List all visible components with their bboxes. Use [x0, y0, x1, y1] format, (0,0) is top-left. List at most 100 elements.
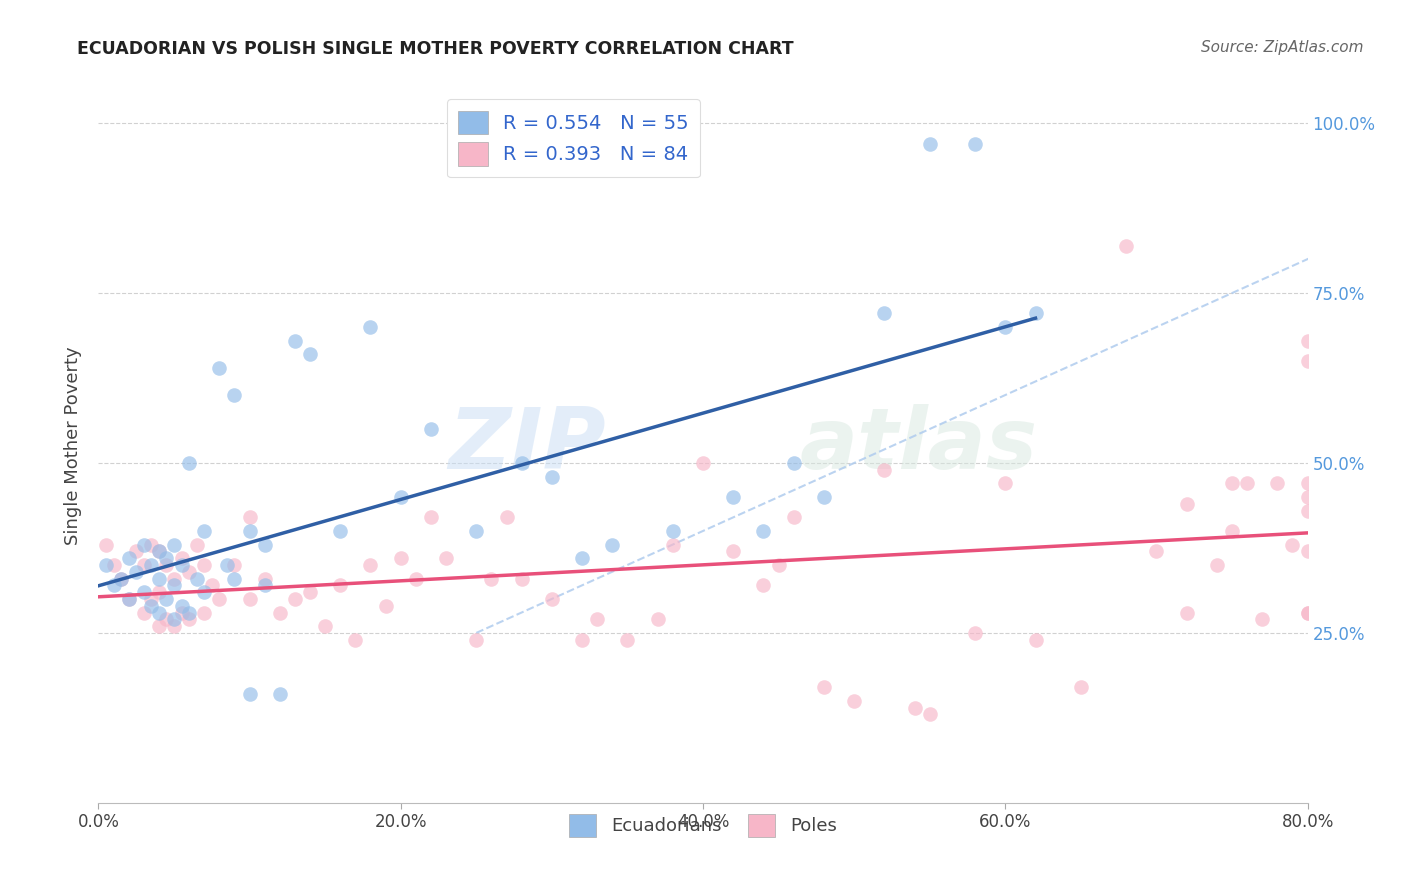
Point [1281, 537, 1303, 551]
Point [148, 572, 170, 586]
Point [110, 572, 132, 586]
Point [783, 456, 806, 470]
Point [110, 572, 132, 586]
Point [844, 694, 866, 708]
Point [155, 612, 177, 626]
Text: ZIP: ZIP [449, 404, 606, 488]
Point [179, 606, 201, 620]
Point [1115, 238, 1137, 252]
Point [1220, 476, 1243, 491]
Point [647, 612, 669, 626]
Point [170, 599, 193, 613]
Point [269, 606, 291, 620]
Point [1144, 544, 1167, 558]
Point [723, 544, 745, 558]
Point [94, 558, 117, 572]
Legend: Ecuadorians, Poles: Ecuadorians, Poles [562, 807, 844, 844]
Point [752, 578, 775, 592]
Point [239, 591, 262, 606]
Point [752, 524, 775, 538]
Point [208, 591, 231, 606]
Point [692, 456, 714, 470]
Point [141, 599, 163, 613]
Point [602, 537, 624, 551]
Point [163, 578, 186, 592]
Point [141, 591, 163, 606]
Point [1296, 606, 1319, 620]
Point [224, 558, 246, 572]
Point [103, 558, 125, 572]
Point [1236, 476, 1258, 491]
Text: ECUADORIAN VS POLISH SINGLE MOTHER POVERTY CORRELATION CHART: ECUADORIAN VS POLISH SINGLE MOTHER POVER… [77, 40, 794, 58]
Point [540, 591, 562, 606]
Point [125, 565, 148, 579]
Point [132, 606, 155, 620]
Point [118, 551, 141, 566]
Point [193, 524, 215, 538]
Point [918, 707, 941, 722]
Point [186, 537, 208, 551]
Point [1296, 354, 1319, 368]
Point [314, 619, 336, 633]
Point [616, 632, 638, 647]
Point [239, 524, 262, 538]
Point [148, 544, 170, 558]
Point [1296, 334, 1319, 348]
Point [141, 558, 163, 572]
Point [179, 565, 201, 579]
Point [481, 572, 503, 586]
Point [1251, 612, 1274, 626]
Point [1296, 490, 1319, 504]
Point [239, 687, 262, 701]
Point [179, 612, 201, 626]
Point [465, 632, 488, 647]
Point [374, 599, 396, 613]
Point [389, 551, 412, 566]
Point [495, 510, 517, 524]
Point [1206, 558, 1229, 572]
Point [163, 619, 186, 633]
Point [1024, 632, 1046, 647]
Point [125, 544, 148, 558]
Point [155, 591, 177, 606]
Point [224, 388, 246, 402]
Point [155, 551, 177, 566]
Text: atlas: atlas [800, 404, 1038, 488]
Point [918, 136, 941, 151]
Point [661, 524, 683, 538]
Point [284, 334, 307, 348]
Point [253, 578, 276, 592]
Point [1296, 544, 1319, 558]
Point [118, 591, 141, 606]
Point [1070, 680, 1092, 694]
Point [193, 585, 215, 599]
Point [873, 463, 896, 477]
Point [965, 136, 987, 151]
Point [299, 347, 322, 361]
Point [170, 551, 193, 566]
Point [571, 551, 593, 566]
Point [904, 700, 927, 714]
Point [329, 578, 352, 592]
Point [420, 510, 443, 524]
Point [299, 585, 322, 599]
Point [994, 476, 1017, 491]
Point [224, 572, 246, 586]
Point [510, 456, 533, 470]
Point [994, 320, 1017, 334]
Point [783, 510, 806, 524]
Point [329, 524, 352, 538]
Point [540, 469, 562, 483]
Point [103, 578, 125, 592]
Point [132, 537, 155, 551]
Point [253, 572, 276, 586]
Point [186, 572, 208, 586]
Point [253, 537, 276, 551]
Point [360, 558, 382, 572]
Point [179, 456, 201, 470]
Point [434, 551, 457, 566]
Point [723, 490, 745, 504]
Point [813, 490, 835, 504]
Point [170, 606, 193, 620]
Point [155, 558, 177, 572]
